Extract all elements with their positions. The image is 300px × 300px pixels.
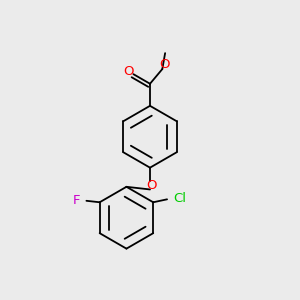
Text: O: O (159, 58, 169, 71)
Text: O: O (123, 65, 134, 78)
Text: F: F (72, 194, 80, 207)
Text: O: O (146, 179, 157, 192)
Text: Cl: Cl (173, 192, 186, 205)
